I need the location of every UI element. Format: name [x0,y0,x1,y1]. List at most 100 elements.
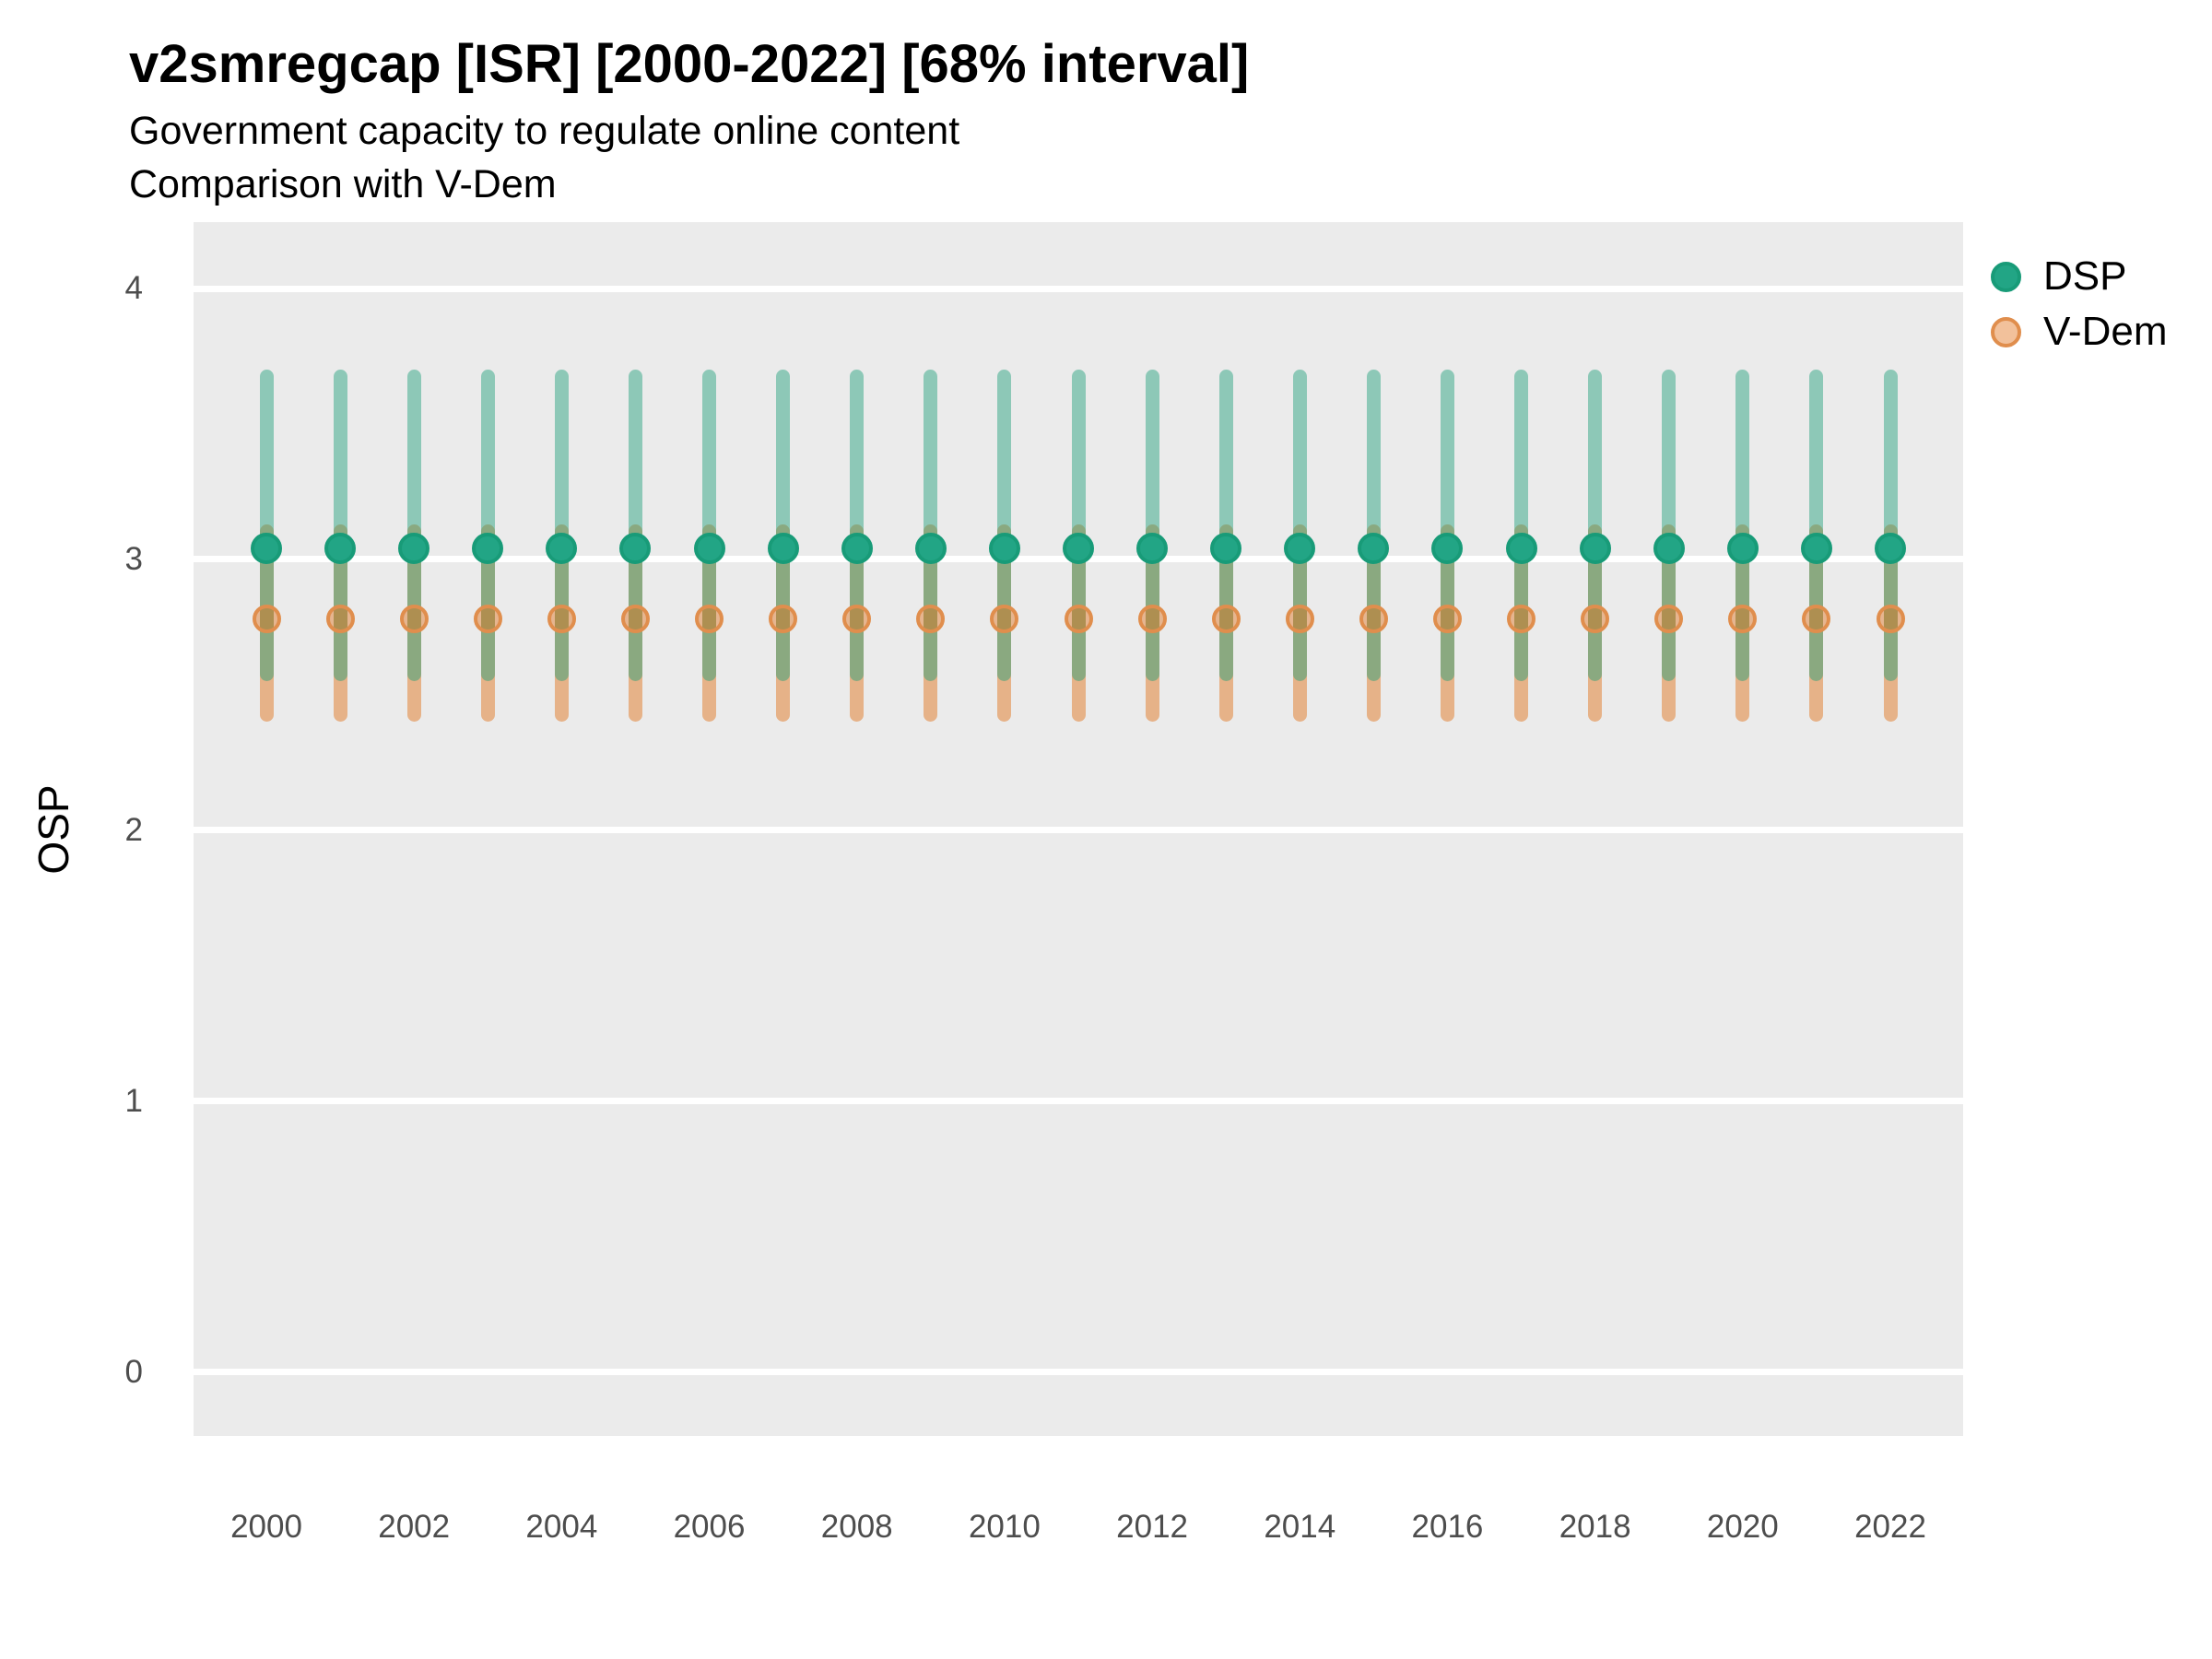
dsp-interval-2001 [333,370,347,682]
x-tick-label-2014: 2014 [1264,1509,1336,1545]
legend-label-vdem: V-Dem [2043,309,2168,354]
x-tick-label-2004: 2004 [525,1509,598,1545]
legend: DSP V-Dem [1991,251,2167,358]
x-tick-label-2012: 2012 [1116,1509,1189,1545]
vdem-point-2010 [990,605,1019,634]
x-tick-label-2018: 2018 [1559,1509,1631,1545]
x-tick-label-2000: 2000 [230,1509,302,1545]
vdem-point-2020 [1728,605,1758,634]
dsp-interval-2008 [850,370,865,682]
vdem-point-2015 [1359,605,1388,634]
dsp-point-2018 [1579,533,1611,565]
dsp-interval-2003 [480,370,495,682]
gridline-y-0 [194,1369,1963,1376]
vdem-point-2017 [1507,605,1536,634]
dsp-point-swatch-icon [1991,261,2021,292]
x-tick-label-2020: 2020 [1706,1509,1779,1545]
gridline-y-2 [194,827,1963,834]
y-tick-label-0: 0 [124,1353,143,1390]
dsp-interval-2011 [1071,370,1086,682]
dsp-point-2011 [1063,533,1094,565]
vdem-point-2002 [399,605,429,634]
dsp-point-2003 [472,533,504,565]
dsp-interval-2000 [259,370,274,682]
vdem-point-2012 [1137,605,1167,634]
vdem-point-2021 [1802,605,1831,634]
vdem-point-2006 [695,605,724,634]
legend-label-dsp: DSP [2043,253,2127,299]
dsp-interval-2012 [1145,370,1159,682]
vdem-point-2014 [1285,605,1314,634]
chart-title: v2smregcap [ISR] [2000-2022] [68% interv… [129,34,1250,94]
chart-subtitle: Government capacity to regulate online c… [129,109,960,153]
plot-panel [194,222,1963,1436]
vdem-point-2003 [473,605,502,634]
y-tick-label-4: 4 [124,270,143,307]
dsp-point-2020 [1726,533,1759,565]
dsp-interval-2021 [1809,370,1824,682]
vdem-point-2008 [842,605,872,634]
x-tick-label-2008: 2008 [820,1509,893,1545]
vdem-point-2019 [1654,605,1684,634]
dsp-point-2017 [1505,533,1537,565]
vdem-point-2004 [547,605,576,634]
dsp-point-2022 [1875,533,1906,565]
vdem-point-2013 [1211,605,1241,634]
x-tick-label-2016: 2016 [1411,1509,1484,1545]
dsp-point-2015 [1358,533,1390,565]
dsp-interval-2010 [997,370,1012,682]
x-tick-label-2002: 2002 [378,1509,451,1545]
dsp-point-2000 [251,533,282,565]
dsp-point-2019 [1653,533,1685,565]
dsp-point-2002 [398,533,430,565]
dsp-point-2021 [1800,533,1832,565]
vdem-point-2005 [620,605,650,634]
dsp-point-2005 [619,533,652,565]
legend-item-dsp: DSP [1991,251,2167,302]
x-tick-label-2010: 2010 [968,1509,1041,1545]
dsp-point-2001 [324,533,357,565]
dsp-point-2014 [1284,533,1316,565]
vdem-point-2018 [1581,605,1610,634]
dsp-interval-2015 [1366,370,1381,682]
y-tick-label-1: 1 [124,1082,143,1119]
gridline-y-1 [194,1098,1963,1105]
dsp-point-2013 [1210,533,1242,565]
dsp-point-2012 [1136,533,1169,565]
dsp-point-2009 [914,533,947,565]
dsp-point-2008 [841,533,873,565]
dsp-interval-2009 [924,370,938,682]
vdem-point-2000 [252,605,281,634]
x-tick-label-2006: 2006 [673,1509,746,1545]
y-tick-label-3: 3 [124,540,143,577]
chart-subtitle-comparison: Comparison with V-Dem [129,162,557,206]
dsp-point-2007 [767,533,799,565]
dsp-interval-2005 [628,370,642,682]
dsp-interval-2017 [1514,370,1529,682]
vdem-point-2022 [1876,605,1905,634]
vdem-point-2016 [1432,605,1462,634]
dsp-interval-2018 [1588,370,1603,682]
vdem-point-2009 [916,605,946,634]
dsp-point-2016 [1431,533,1464,565]
vdem-point-2001 [325,605,355,634]
dsp-interval-2019 [1662,370,1677,682]
legend-item-vdem: V-Dem [1991,306,2167,358]
vdem-point-2011 [1064,605,1093,634]
y-tick-label-2: 2 [124,811,143,848]
dsp-interval-2007 [776,370,791,682]
vdem-point-swatch-icon [1991,316,2021,347]
dsp-interval-2020 [1735,370,1750,682]
gridline-y-4 [194,285,1963,292]
dsp-interval-2006 [702,370,717,682]
dsp-interval-2004 [554,370,569,682]
x-tick-label-2022: 2022 [1854,1509,1926,1545]
dsp-interval-2013 [1218,370,1233,682]
dsp-point-2010 [988,533,1020,565]
dsp-interval-2022 [1883,370,1898,682]
dsp-point-2004 [546,533,578,565]
vdem-point-2007 [769,605,798,634]
dsp-interval-2002 [406,370,421,682]
dsp-interval-2016 [1440,370,1454,682]
